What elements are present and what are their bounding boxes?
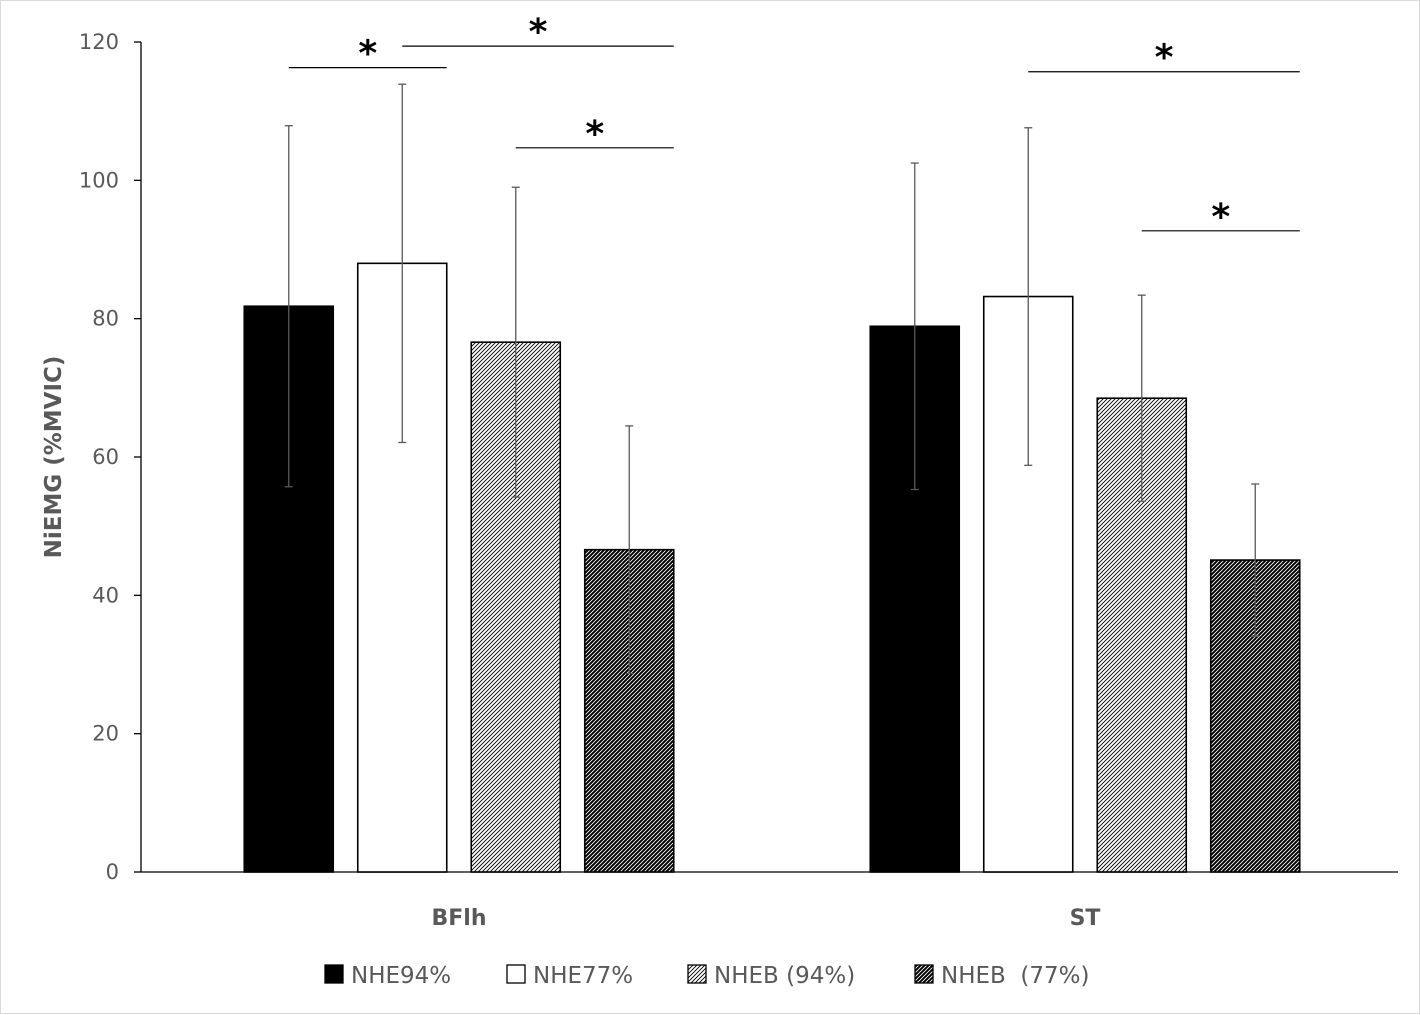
legend-label: NHE94% [351, 963, 451, 989]
y-tick-label: 0 [106, 860, 119, 884]
labels: NiEMG (%MVIC) BFlh ST [41, 356, 1100, 931]
error-bar [511, 186, 520, 498]
error-bar [284, 125, 293, 488]
error-bar [1024, 127, 1033, 466]
legend-label: NHEB (94%) [714, 963, 855, 989]
error-bar [1251, 483, 1260, 637]
legend-label: NHEB (77%) [941, 963, 1090, 989]
legend-swatch [506, 964, 526, 984]
legend-item: NHEB (77%) [914, 963, 1090, 989]
y-axis-title: NiEMG (%MVIC) [41, 356, 67, 559]
error-bar [625, 425, 634, 675]
significance-markers: * * * * * [288, 12, 1300, 238]
y-tick-label: 60 [92, 445, 119, 469]
error-bars [284, 83, 1260, 675]
bar [869, 325, 961, 873]
legend-swatch [914, 964, 934, 984]
legend-item: NHEB (94%) [687, 963, 855, 989]
legend: NHE94% NHE77% NHEB (94%) NHEB (77%) [324, 963, 1090, 989]
legend-item: NHE77% [506, 963, 633, 989]
error-bar [1137, 294, 1146, 502]
error-bar [398, 83, 407, 444]
legend-swatch [687, 964, 707, 984]
legend-item: NHE94% [324, 963, 451, 989]
significance-star: * [529, 12, 548, 53]
legend-label: NHE77% [533, 963, 633, 989]
y-tick-label: 100 [79, 168, 119, 192]
significance-star: * [585, 114, 604, 155]
axes: 0 20 40 60 80 100 120 [79, 30, 1398, 884]
error-bar [910, 162, 919, 491]
y-tick-label: 120 [79, 30, 119, 54]
y-tick-label: 20 [92, 722, 119, 746]
y-tick-label: 80 [92, 307, 119, 331]
significance-star: * [1211, 197, 1230, 238]
y-tick-label: 40 [92, 583, 119, 607]
significance-star: * [1155, 38, 1174, 79]
x-category-label: BFlh [432, 906, 487, 931]
significance-star: * [358, 34, 377, 75]
legend-swatch [324, 964, 344, 984]
x-category-label: ST [1070, 906, 1101, 931]
